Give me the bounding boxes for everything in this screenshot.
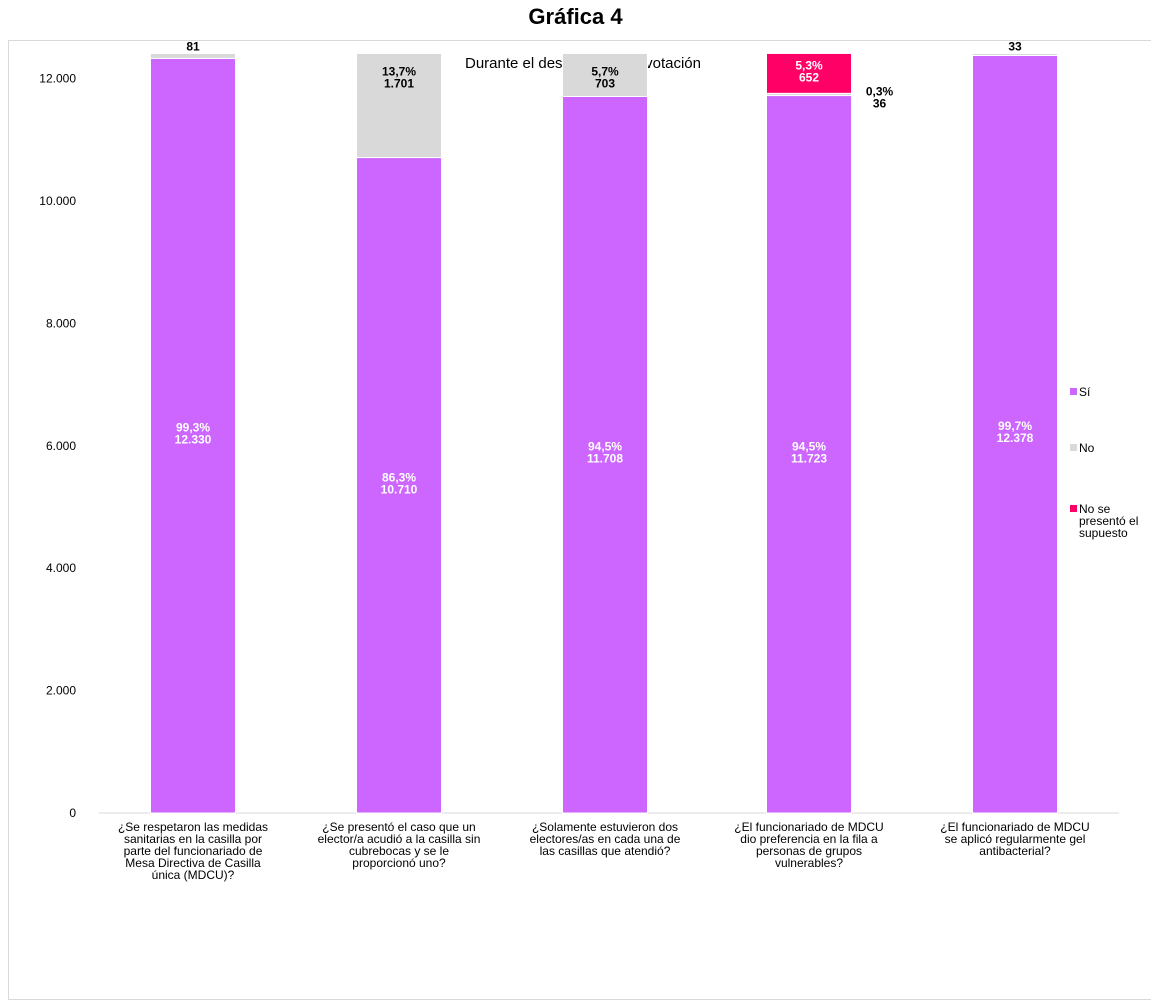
bar-segment-no bbox=[356, 52, 442, 159]
bar-segment-si bbox=[356, 157, 442, 814]
y-tick-label: 0 bbox=[69, 806, 76, 820]
legend-label: presentó el bbox=[1079, 514, 1138, 528]
data-label-si: 11.708 bbox=[587, 452, 623, 466]
y-tick-label: 10.000 bbox=[39, 194, 76, 208]
data-label-si: 10.710 bbox=[381, 482, 418, 496]
data-label-no: 81 bbox=[186, 41, 200, 53]
bar-segment-si bbox=[972, 54, 1058, 814]
data-label-si: 12.378 bbox=[997, 431, 1034, 445]
x-category-label: ¿Se respetaron las medidas sanitarias en … bbox=[118, 820, 268, 882]
data-label-si: 11.723 bbox=[791, 451, 827, 465]
bar-segment-si bbox=[562, 95, 648, 814]
data-label-no-se-presento: 5,3% bbox=[795, 58, 823, 72]
data-label-no: 703 bbox=[595, 76, 615, 90]
data-label-no: 33 bbox=[1008, 41, 1022, 53]
legend-label: supuesto bbox=[1079, 526, 1128, 540]
data-label-no: 13,7% bbox=[382, 64, 416, 78]
data-label-no: 1.701 bbox=[384, 76, 414, 90]
y-tick-label: 6.000 bbox=[46, 439, 76, 453]
x-category-label: ¿Se presentó el caso que un elector/a acu… bbox=[318, 820, 481, 870]
data-label-no-se-presento: 652 bbox=[799, 70, 819, 84]
x-category-label: ¿Solamente estuvieron dos electores/as en… bbox=[530, 820, 681, 858]
x-axis-labels: ¿Se respetaron las medidas sanitarias en … bbox=[118, 820, 1090, 882]
y-tick-label: 8.000 bbox=[46, 316, 76, 330]
legend-label: Sí bbox=[1079, 385, 1091, 399]
legend-swatch bbox=[1070, 388, 1077, 395]
data-label-si: 94,5% bbox=[792, 439, 826, 453]
data-label-no: 5,7% bbox=[591, 64, 619, 78]
bars bbox=[150, 52, 1058, 814]
page-title: Gráfica 4 bbox=[528, 4, 623, 29]
chart-frame: Durante el desarrollo de la votación 02.… bbox=[8, 27, 1151, 1000]
bar-segment-si bbox=[150, 57, 236, 814]
data-label-si: 86,3% bbox=[382, 470, 416, 484]
bar-segment-si bbox=[766, 95, 852, 814]
bar-segment-no bbox=[972, 52, 1058, 56]
legend-label: No se bbox=[1079, 502, 1111, 516]
data-label-si: 99,7% bbox=[998, 419, 1032, 433]
stacked-bar-chart: Durante el desarrollo de la votación 02.… bbox=[39, 27, 1138, 882]
y-tick-label: 2.000 bbox=[46, 684, 76, 698]
legend-swatch bbox=[1070, 444, 1077, 451]
y-tick-label: 4.000 bbox=[46, 561, 76, 575]
data-label-si: 94,5% bbox=[588, 440, 622, 454]
bar-segment-no-se-presento bbox=[766, 52, 852, 94]
data-label-si: 12.330 bbox=[175, 433, 212, 447]
y-tick-label: 12.000 bbox=[39, 72, 76, 86]
x-category-label: ¿El funcionariado de MDCU dio preferencia… bbox=[734, 820, 883, 870]
data-label-no: 0,3% bbox=[866, 84, 894, 98]
bar-segment-no bbox=[562, 52, 648, 97]
data-label-si: 99,3% bbox=[176, 421, 210, 435]
legend-label: No bbox=[1079, 441, 1095, 455]
data-label-no: 36 bbox=[873, 96, 887, 110]
bar-segment-no bbox=[150, 52, 236, 59]
legend-swatch bbox=[1070, 505, 1077, 512]
x-category-label: ¿El funcionariado de MDCU se aplicó regul… bbox=[940, 820, 1089, 858]
